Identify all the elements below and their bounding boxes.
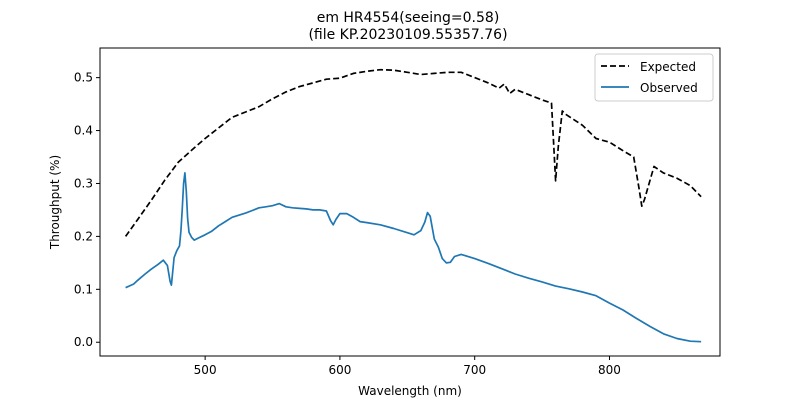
- series-line-observed: [125, 172, 702, 343]
- x-tick-label: 700: [463, 363, 486, 377]
- y-tick-label: 0.0: [74, 335, 93, 349]
- legend-label-expected: Expected: [640, 60, 696, 74]
- y-tick-label: 0.5: [74, 71, 93, 85]
- chart-title-line1: em HR4554(seeing=0.58): [317, 10, 500, 26]
- y-axis-ticks: 0.0 0.1 0.2 0.3 0.4 0.5: [74, 71, 100, 349]
- plot-frame: [99, 47, 721, 357]
- y-axis-label: Throughput (%): [48, 155, 62, 250]
- x-tick-label: 800: [598, 363, 621, 377]
- legend: Expected Observed: [594, 53, 714, 102]
- x-tick-label: 500: [194, 363, 217, 377]
- y-tick-label: 0.1: [74, 282, 93, 296]
- legend-label-observed: Observed: [640, 81, 698, 95]
- x-axis-label: Wavelength (nm): [358, 384, 462, 398]
- y-tick-label: 0.4: [74, 124, 93, 138]
- plot-lines: [124, 68, 702, 343]
- x-tick-label: 600: [328, 363, 351, 377]
- series-line-expected: [124, 68, 702, 237]
- chart-title-line2: (file KP.20230109.55357.76): [308, 27, 507, 43]
- x-axis-ticks: 500 600 700 800: [194, 356, 621, 377]
- y-tick-label: 0.3: [74, 176, 93, 190]
- y-tick-label: 0.2: [74, 229, 93, 243]
